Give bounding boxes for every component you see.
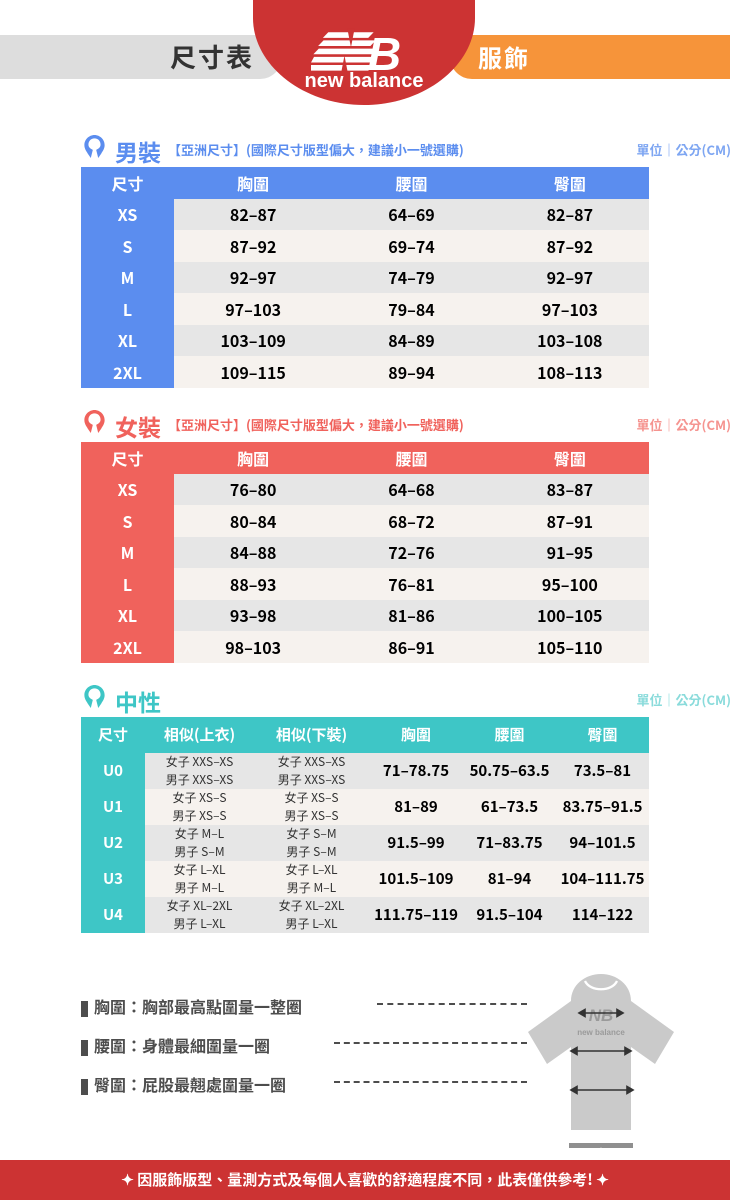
svg-text:NB: NB — [589, 1006, 614, 1025]
svg-text:B: B — [368, 28, 400, 74]
svg-text:new balance: new balance — [577, 1028, 625, 1037]
